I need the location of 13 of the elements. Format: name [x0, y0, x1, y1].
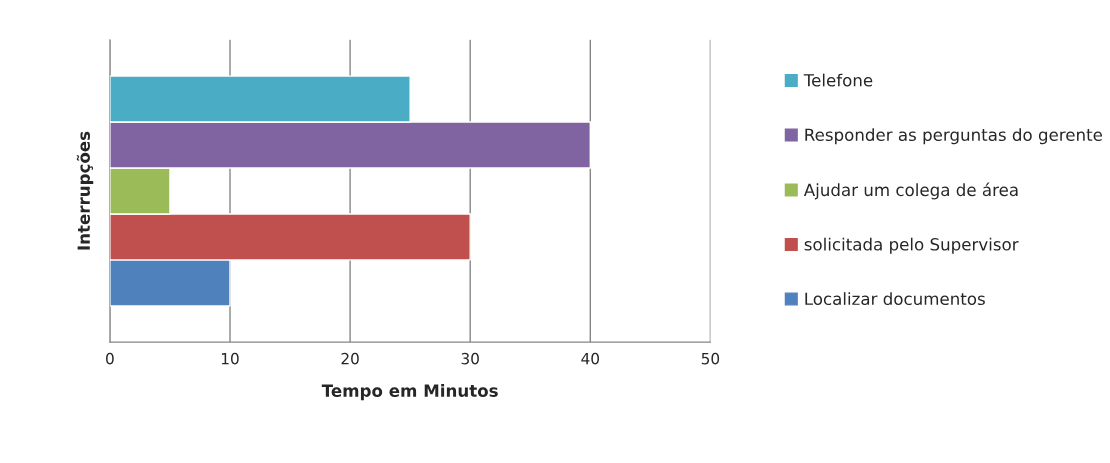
x-tick-label: 40 [581, 352, 599, 365]
legend-label: Ajudar um colega de área [803, 182, 1018, 200]
y-axis-title: Interrupções [76, 131, 94, 250]
legend-label: Responder as perguntas do gerente [805, 128, 1102, 145]
x-tick-label: 20 [341, 352, 359, 365]
x-tick-label: 30 [461, 352, 479, 365]
legend-label: Telefone [803, 73, 873, 87]
x-tick-label: 0 [106, 352, 114, 365]
legend-label: Localizar documentos [805, 292, 985, 306]
x-axis-title: Tempo em Minutos [321, 384, 498, 401]
x-tick-label: 10 [221, 352, 239, 365]
x-tick-label: 50 [701, 352, 720, 365]
legend-label: solicitada pelo Supervisor [804, 237, 1019, 254]
